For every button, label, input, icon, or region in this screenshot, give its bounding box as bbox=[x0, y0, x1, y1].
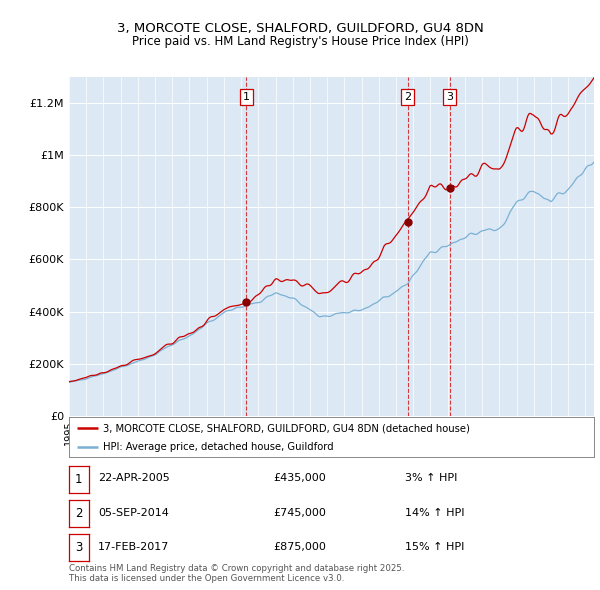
Text: 22-APR-2005: 22-APR-2005 bbox=[98, 474, 170, 483]
Text: 3: 3 bbox=[446, 92, 453, 102]
Text: 14% ↑ HPI: 14% ↑ HPI bbox=[405, 508, 464, 517]
Text: Price paid vs. HM Land Registry's House Price Index (HPI): Price paid vs. HM Land Registry's House … bbox=[131, 35, 469, 48]
Text: 17-FEB-2017: 17-FEB-2017 bbox=[98, 542, 169, 552]
Text: HPI: Average price, detached house, Guildford: HPI: Average price, detached house, Guil… bbox=[103, 442, 334, 452]
Text: 3, MORCOTE CLOSE, SHALFORD, GUILDFORD, GU4 8DN (detached house): 3, MORCOTE CLOSE, SHALFORD, GUILDFORD, G… bbox=[103, 424, 470, 434]
Text: 1: 1 bbox=[75, 473, 83, 486]
Text: £745,000: £745,000 bbox=[273, 508, 326, 517]
Text: 2: 2 bbox=[404, 92, 411, 102]
Text: 2: 2 bbox=[75, 507, 83, 520]
Text: 3: 3 bbox=[75, 541, 83, 554]
Text: £875,000: £875,000 bbox=[273, 542, 326, 552]
Text: 05-SEP-2014: 05-SEP-2014 bbox=[98, 508, 169, 517]
Text: 1: 1 bbox=[243, 92, 250, 102]
Text: 3, MORCOTE CLOSE, SHALFORD, GUILDFORD, GU4 8DN: 3, MORCOTE CLOSE, SHALFORD, GUILDFORD, G… bbox=[116, 22, 484, 35]
Text: 15% ↑ HPI: 15% ↑ HPI bbox=[405, 542, 464, 552]
Text: 3% ↑ HPI: 3% ↑ HPI bbox=[405, 474, 457, 483]
Text: Contains HM Land Registry data © Crown copyright and database right 2025.
This d: Contains HM Land Registry data © Crown c… bbox=[69, 563, 404, 583]
Text: £435,000: £435,000 bbox=[273, 474, 326, 483]
